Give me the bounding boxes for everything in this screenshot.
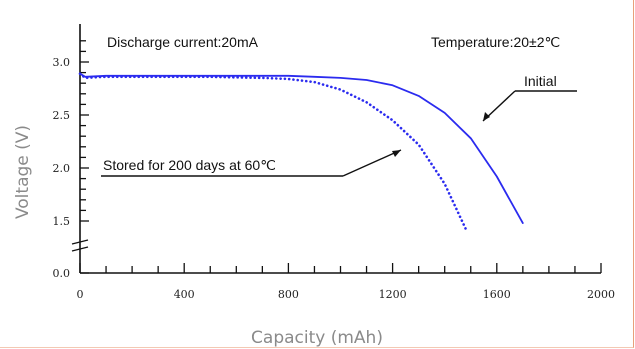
y-axis-break-mark	[71, 239, 89, 245]
series-layer	[78, 72, 524, 230]
y-tick-label: 3.0	[53, 56, 71, 69]
x-tick-label: 800	[278, 288, 299, 301]
x-tick-label: 1600	[483, 288, 511, 301]
series-label-stored: Stored for 200 days at 60℃	[103, 157, 276, 173]
axes: 0 400 800 1200 1600 2000 0.0 1.5 2.0 2.5 3.0	[53, 24, 615, 301]
y-axis-break-mark	[71, 246, 89, 252]
x-axis-title: Capacity (mAh)	[251, 328, 383, 348]
x-tick-label: 400	[174, 288, 195, 301]
series-label-initial-arrowhead	[483, 112, 490, 121]
annotation-discharge-current: Discharge current:20mA	[107, 34, 259, 50]
y-axis-title: Voltage (V)	[13, 125, 33, 219]
series-label-stored-arrowhead	[392, 150, 401, 157]
y-tick-label: 2.5	[53, 109, 71, 122]
series-label-stored-leader	[342, 149, 402, 177]
series-label-initial: Initial	[524, 73, 557, 89]
series-line-stored	[78, 72, 467, 230]
series-line-initial	[79, 72, 524, 224]
x-tick-label: 0	[77, 288, 84, 301]
y-tick-label: 1.5	[53, 215, 71, 228]
y-tick-label: 0.0	[53, 267, 71, 280]
y-tick-label: 2.0	[53, 162, 71, 175]
x-tick-label: 2000	[587, 288, 615, 301]
x-tick-label: 1200	[379, 288, 407, 301]
annotation-temperature: Temperature:20±2℃	[431, 34, 560, 50]
